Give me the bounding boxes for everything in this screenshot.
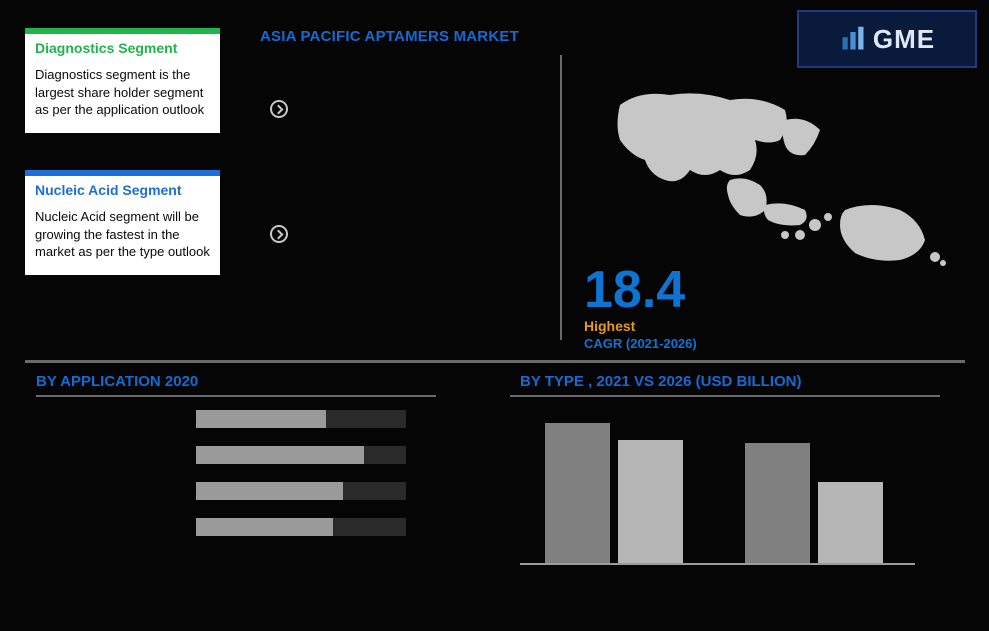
chart-x-axis: [520, 563, 915, 565]
section-underline-right: [510, 395, 940, 397]
type-group-1: [545, 423, 683, 563]
type-bar: [745, 443, 810, 563]
cagr-highest: Highest: [584, 318, 635, 334]
section-title-type: BY TYPE , 2021 VS 2026 (USD BILLION): [520, 373, 801, 390]
application-bar-fill: [196, 446, 364, 464]
type-bar: [545, 423, 610, 563]
application-bar-chart: [196, 410, 416, 554]
chevron-right-icon: [270, 225, 288, 243]
card-nucleic-acid-title: Nucleic Acid Segment: [35, 182, 210, 198]
application-bar-fill: [196, 482, 343, 500]
section-title-application: BY APPLICATION 2020: [36, 373, 198, 390]
application-bar-row: [196, 410, 406, 428]
type-group-2: [745, 443, 883, 563]
type-bar: [618, 440, 683, 563]
section-divider: [25, 360, 965, 363]
card-diagnostics-body: Diagnostics segment is the largest share…: [35, 66, 210, 119]
gme-logo: GME: [797, 10, 977, 68]
cagr-value: 18.4: [584, 260, 685, 320]
type-bar-chart: [520, 410, 915, 565]
logo-mark-icon: [839, 25, 867, 53]
application-bar-fill: [196, 518, 333, 536]
vertical-divider: [560, 55, 562, 340]
card-diagnostics-title: Diagnostics Segment: [35, 40, 210, 56]
type-bar: [818, 482, 883, 563]
chevron-right-icon: [270, 100, 288, 118]
application-bar-fill: [196, 410, 326, 428]
logo-text: GME: [873, 24, 935, 55]
section-underline-left: [36, 395, 436, 397]
card-nucleic-acid-body: Nucleic Acid segment will be growing the…: [35, 208, 210, 261]
application-bar-row: [196, 446, 406, 464]
asia-pacific-map: [610, 85, 960, 270]
cagr-label: CAGR (2021-2026): [584, 336, 697, 351]
application-bar-row: [196, 482, 406, 500]
application-bar-row: [196, 518, 406, 536]
card-diagnostics: Diagnostics Segment Diagnostics segment …: [25, 28, 220, 133]
page-title: ASIA PACIFIC APTAMERS MARKET: [260, 28, 519, 45]
card-nucleic-acid: Nucleic Acid Segment Nucleic Acid segmen…: [25, 170, 220, 275]
